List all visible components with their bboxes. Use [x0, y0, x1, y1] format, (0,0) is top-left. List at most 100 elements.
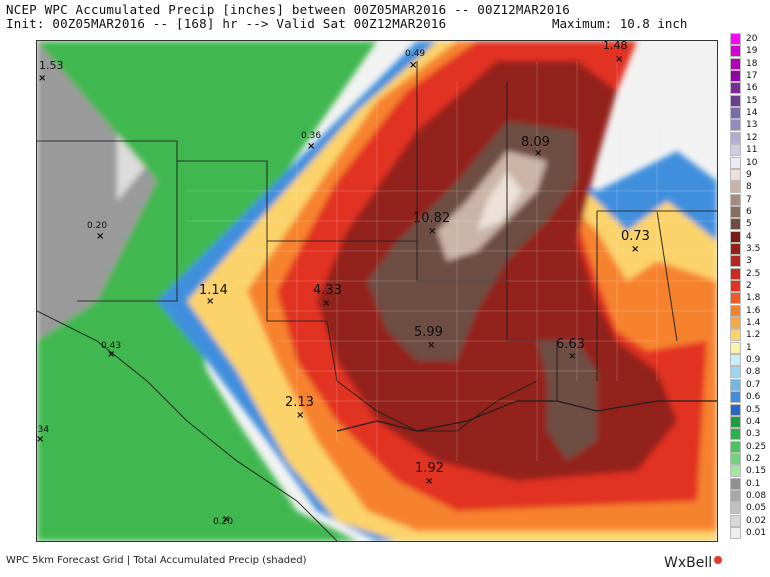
legend-swatch: [730, 255, 741, 268]
legend-entry: 0.6: [730, 391, 770, 404]
legend-label: 14: [746, 108, 758, 119]
legend-swatch: [730, 489, 741, 502]
point-marker-icon: ×: [38, 73, 47, 84]
point-marker-icon: ×: [96, 231, 105, 242]
legend-entry: 14: [730, 107, 770, 120]
legend-label: 18: [746, 58, 758, 69]
point-marker-icon: ×: [307, 141, 316, 152]
legend-entry: 20: [730, 33, 770, 45]
legend-entry: 2: [730, 280, 770, 292]
legend-label: 0.15: [746, 466, 767, 477]
point-value-label: 2.13: [285, 395, 314, 410]
brand-logo: WxBell: [664, 555, 713, 571]
legend-label: 8: [746, 182, 752, 193]
legend-label: 5: [746, 219, 752, 230]
point-value-label: 0.36: [301, 131, 322, 141]
legend-label: 0.02: [746, 515, 767, 526]
legend-swatch: [730, 45, 741, 58]
legend-swatch: [730, 415, 741, 428]
legend-swatch: [730, 280, 741, 292]
legend-swatch: [730, 156, 741, 169]
legend-swatch: [730, 527, 741, 539]
legend-label: 3.5: [746, 243, 761, 254]
legend-label: 0.3: [746, 429, 761, 440]
legend-swatch: [730, 205, 741, 218]
legend-entry: 0.7: [730, 378, 770, 391]
point-marker-icon: ×: [296, 410, 305, 421]
init-valid-line: Init: 00Z05MAR2016 -- [168] hr --> Valid…: [6, 16, 447, 31]
legend-entry: 0.8: [730, 366, 770, 379]
legend-label: 0.7: [746, 379, 761, 390]
legend-label: 0.6: [746, 392, 761, 403]
legend-label: 15: [746, 95, 758, 106]
legend-entry: 3.5: [730, 242, 770, 255]
brand-dot-icon: [714, 556, 722, 564]
legend-label: 1.4: [746, 318, 761, 329]
legend-swatch: [730, 403, 741, 416]
legend-entry: 19: [730, 45, 770, 58]
legend-label: 0.05: [746, 503, 767, 514]
point-marker-icon: ×: [631, 244, 640, 255]
point-marker-icon: ×: [615, 54, 624, 65]
legend-label: 0.25: [746, 441, 767, 452]
legend-label: 4: [746, 231, 752, 242]
point-marker-icon: ×: [206, 296, 215, 307]
point-marker-icon: ×: [428, 226, 437, 237]
legend-label: 0.01: [746, 528, 767, 538]
maximum-label: Maximum: 10.8 inch: [552, 16, 688, 31]
legend-swatch: [730, 391, 741, 404]
point-marker-icon: ×: [568, 351, 577, 362]
legend-entry: 0.3: [730, 428, 770, 441]
legend-entry: 17: [730, 70, 770, 83]
legend-entry: 0.01: [730, 527, 770, 539]
legend-swatch: [730, 33, 741, 45]
point-value-label: 0.49: [405, 49, 426, 59]
legend-entry: 4: [730, 230, 770, 243]
legend-entry: 0.9: [730, 354, 770, 367]
coastline: [336, 400, 717, 432]
point-value-label: 8.09: [521, 135, 550, 150]
point-value-label: 0.34: [37, 425, 50, 435]
precip-fields: [37, 41, 717, 541]
legend-swatch: [730, 292, 741, 305]
point-value-label: 1.14: [199, 283, 228, 298]
point-marker-icon: ×: [222, 514, 231, 525]
legend-swatch: [730, 131, 741, 144]
point-value-label: 5.99: [414, 325, 443, 340]
legend-entry: 0.05: [730, 502, 770, 515]
legend-swatch: [730, 366, 741, 379]
legend-swatch: [730, 242, 741, 255]
legend-swatch: [730, 107, 741, 120]
legend-entry: 18: [730, 57, 770, 70]
precip-shading: [37, 41, 717, 541]
legend-label: 13: [746, 120, 758, 131]
point-marker-icon: ×: [409, 60, 418, 71]
legend-entry: 0.25: [730, 440, 770, 453]
legend-swatch: [730, 230, 741, 243]
legend-label: 11: [746, 145, 758, 156]
legend-swatch: [730, 181, 741, 194]
legend-entry: 16: [730, 82, 770, 95]
legend-entry: 13: [730, 119, 770, 132]
legend-label: 1.8: [746, 293, 761, 304]
legend-entry: 8: [730, 181, 770, 194]
legend-swatch: [730, 304, 741, 317]
point-marker-icon: ×: [425, 476, 434, 487]
point-value-label: 0.73: [621, 229, 650, 244]
legend-label: 3: [746, 256, 752, 267]
legend-label: 1: [746, 342, 752, 353]
legend-swatch: [730, 378, 741, 391]
legend-swatch: [730, 477, 741, 490]
legend-label: 1.2: [746, 330, 761, 341]
point-marker-icon: ×: [534, 148, 543, 159]
legend-swatch: [730, 514, 741, 527]
legend-entry: 2.5: [730, 267, 770, 280]
legend-label: 12: [746, 132, 758, 143]
precip-color-legend: 20 19 18 17 16 15 14 13 12 11 10 9 8 7 6 5 4 3.5 3 2.5 2 1.8 1…: [730, 33, 770, 540]
legend-label: 0.2: [746, 453, 761, 464]
legend-swatch: [730, 465, 741, 478]
legend-entry: 0.4: [730, 415, 770, 428]
legend-entry: 0.08: [730, 489, 770, 502]
legend-label: 0.4: [746, 416, 761, 427]
legend-entry: 0.1: [730, 477, 770, 490]
